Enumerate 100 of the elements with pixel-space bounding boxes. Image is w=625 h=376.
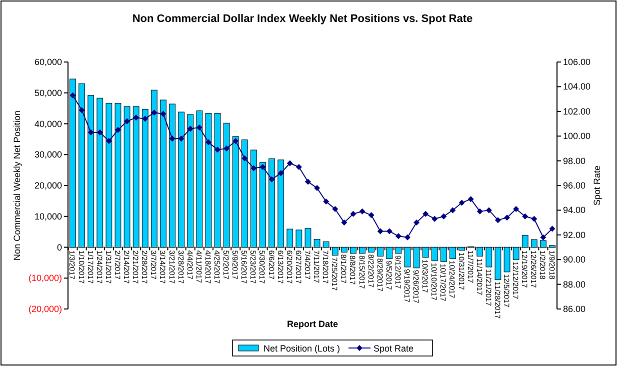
bar [314, 238, 320, 248]
bar [268, 158, 275, 248]
point [476, 208, 483, 214]
y2-tick-label: 102.00 [563, 106, 591, 116]
bar [296, 230, 302, 248]
bar [494, 247, 502, 280]
point [142, 116, 148, 122]
bar [304, 228, 312, 248]
bar [88, 95, 94, 248]
y2-tick-label: 86.00 [563, 304, 586, 314]
bar [132, 106, 140, 248]
point [133, 114, 140, 121]
y2-tick-label: 88.00 [563, 279, 586, 290]
bar [340, 247, 348, 252]
bar [431, 247, 438, 262]
point [260, 164, 266, 170]
bar [114, 103, 122, 248]
bar [187, 114, 194, 248]
bar [214, 113, 221, 248]
point [88, 129, 94, 136]
y2-tick-label: 94.00 [563, 205, 586, 216]
y2-tick-label: 100.00 [563, 131, 591, 142]
bar [150, 90, 158, 248]
bar [241, 140, 248, 248]
y2-tick-label: 90.00 [563, 254, 586, 265]
point [486, 207, 492, 214]
bar [250, 150, 257, 248]
point [450, 207, 456, 214]
point [224, 145, 230, 152]
legend-label: Spot Rate [374, 344, 414, 354]
bar [458, 247, 465, 251]
bar [169, 104, 176, 248]
point [377, 228, 384, 234]
point [549, 226, 556, 232]
point [368, 212, 374, 218]
point [124, 118, 130, 124]
point [187, 126, 194, 132]
bar [404, 247, 411, 268]
point [440, 213, 447, 220]
y2-tick-label: 104.00 [563, 82, 591, 92]
y-tick-label: 40,000 [34, 118, 62, 129]
bar [232, 136, 239, 248]
bar [504, 247, 510, 272]
bar [142, 108, 148, 248]
point [350, 210, 356, 217]
point [250, 165, 257, 172]
point [414, 220, 420, 226]
bar [160, 100, 166, 248]
bar [124, 106, 130, 248]
chart-title: Non Commercial Dollar Index Weekly Net Positions vs. Spot Rate [132, 13, 473, 25]
y-tick-label: 20,000 [34, 180, 62, 190]
bar [395, 247, 402, 254]
y-tick-label: 30,000 [34, 150, 62, 160]
legend-label: Net Position (Lots ) [264, 344, 340, 354]
point [296, 164, 302, 170]
point [404, 234, 410, 240]
point [70, 92, 76, 98]
bar [350, 247, 356, 254]
bar [440, 247, 447, 262]
point [468, 196, 474, 202]
point [78, 107, 85, 114]
point [531, 216, 538, 222]
point [323, 198, 330, 205]
y-tick-label: 0 [56, 242, 62, 252]
point [504, 214, 510, 221]
y-tick-label: 10,000 [34, 211, 62, 222]
bar [530, 239, 538, 248]
point [522, 213, 528, 220]
bar [278, 160, 284, 248]
point [160, 110, 166, 117]
y2-tick-label: 96.00 [563, 180, 586, 190]
y2-axis-title: Spot Rate [592, 165, 602, 206]
bar [386, 247, 393, 259]
point [178, 136, 184, 142]
point [314, 184, 320, 191]
point [540, 234, 546, 240]
point [169, 136, 176, 142]
bar [178, 112, 185, 248]
bar [78, 83, 85, 248]
x-axis-title: Report Date [286, 319, 338, 329]
point [96, 129, 103, 136]
y-axis-title: Non Commercial Weekly Net Position [12, 110, 22, 260]
bar [106, 103, 112, 248]
y-tick-label: 60,000 [34, 57, 62, 67]
bar [260, 162, 266, 248]
bar [359, 247, 366, 254]
point [341, 220, 348, 226]
y-tick-label: (20,000) [28, 304, 62, 314]
y2-tick-label: 98.00 [563, 156, 586, 166]
point [151, 110, 158, 116]
point [205, 139, 212, 146]
bar [413, 247, 420, 268]
bar [96, 98, 104, 248]
point [422, 210, 429, 217]
point [513, 206, 520, 212]
bar [368, 247, 374, 252]
point [332, 206, 338, 212]
bar [332, 247, 338, 256]
bar [512, 247, 520, 260]
bar [377, 247, 384, 256]
